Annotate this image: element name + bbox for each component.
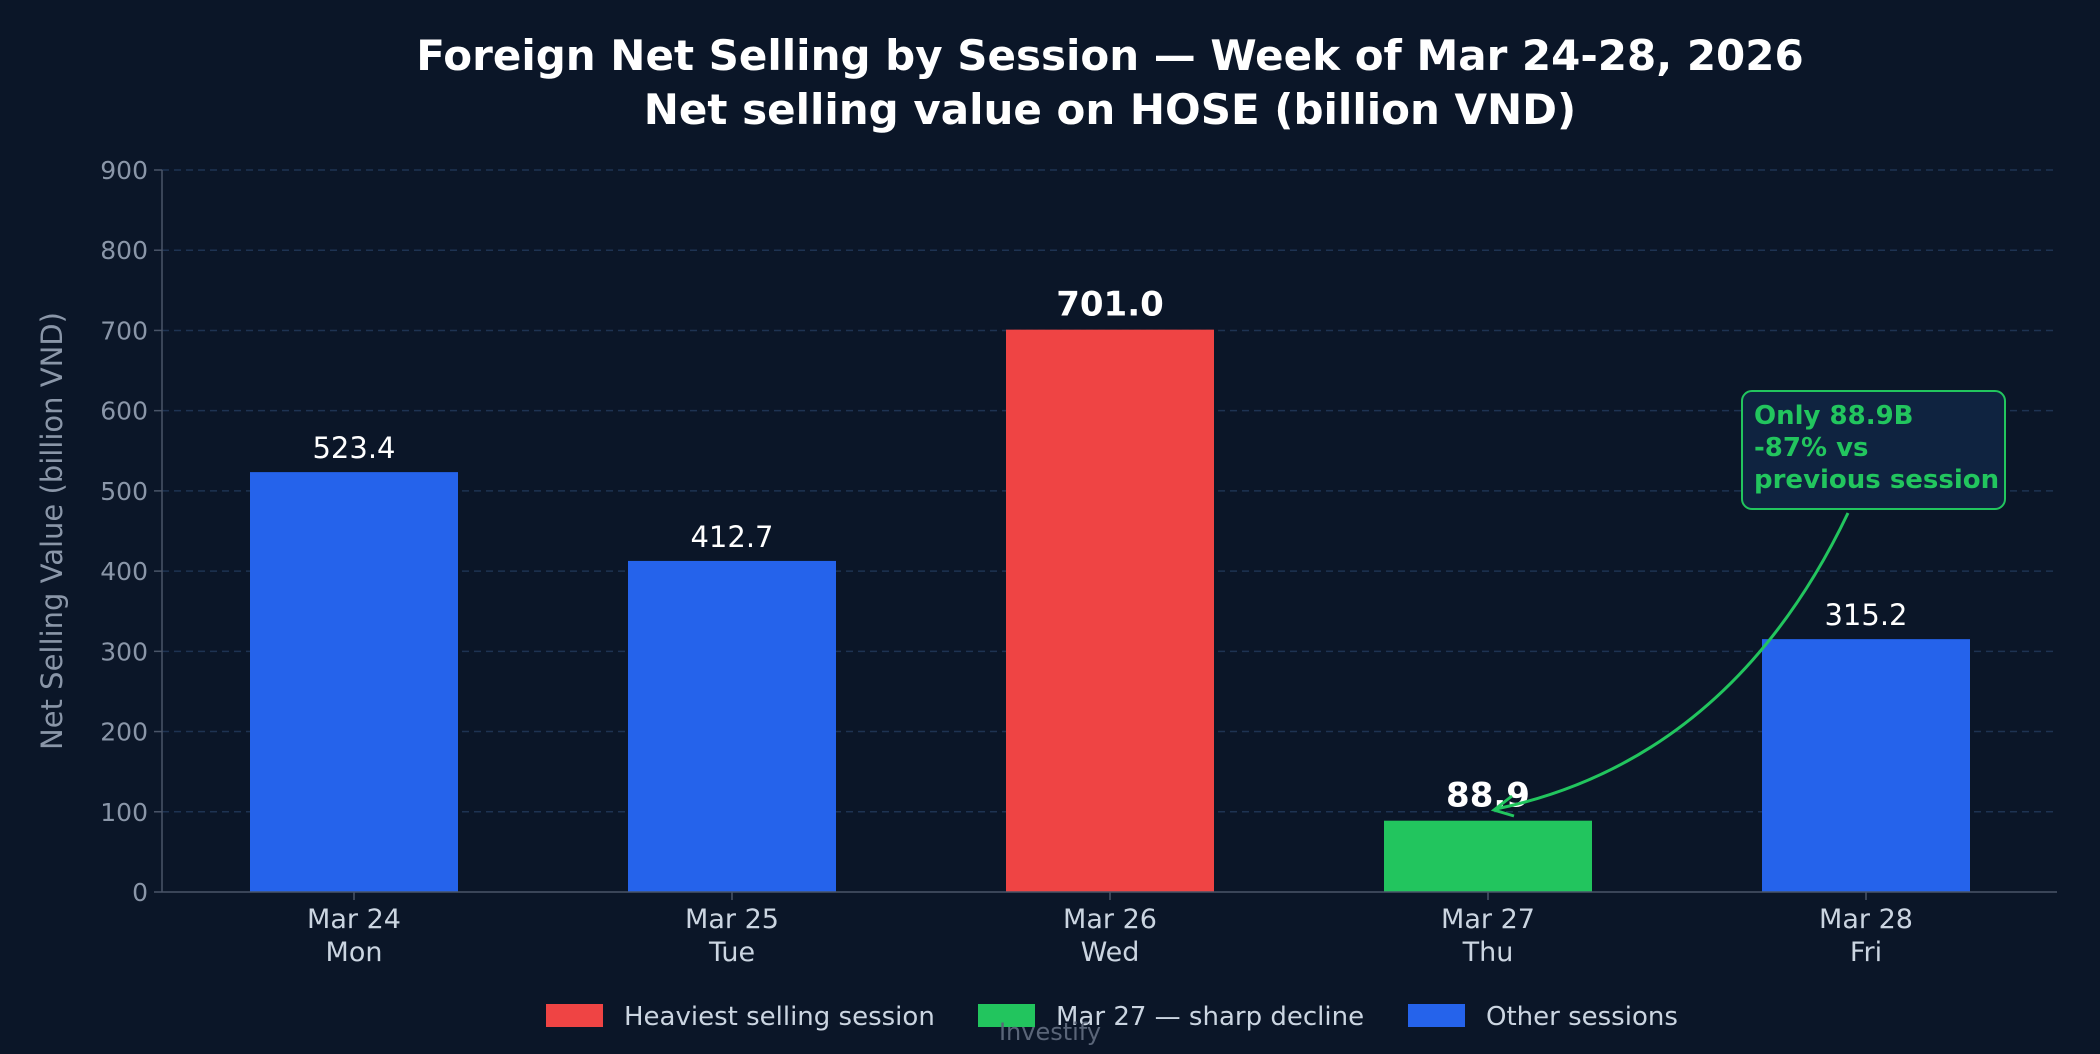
annotation-text: previous session	[1754, 465, 1999, 495]
legend-swatch	[978, 1004, 1035, 1027]
y-tick-label: 500	[100, 477, 148, 506]
x-tick-label-day: Mon	[326, 937, 383, 968]
bar-mar-27	[1384, 820, 1592, 892]
x-tick-label-day: Tue	[708, 937, 755, 968]
x-tick-label-day: Thu	[1462, 937, 1514, 968]
value-label: 88.9	[1446, 776, 1530, 816]
annotation-text: Only 88.9B	[1754, 401, 1914, 431]
x-tick-label-date: Mar 26	[1063, 904, 1157, 935]
x-tick-label-date: Mar 24	[307, 904, 401, 935]
annotation-arrow	[1495, 512, 1850, 811]
bar-mar-24	[250, 472, 458, 892]
x-tick-label-day: Fri	[1850, 937, 1882, 968]
x-tick-label-date: Mar 25	[685, 904, 779, 935]
y-tick-label: 700	[100, 316, 148, 345]
value-label: 315.2	[1824, 598, 1907, 632]
y-tick-label: 300	[100, 637, 148, 666]
annotation-box	[1741, 390, 2006, 510]
arrow-head-icon	[1490, 794, 1515, 818]
chart-subtitle: Net selling value on HOSE (billion VND)	[644, 85, 1576, 134]
chart-title: Foreign Net Selling by Session — Week of…	[416, 31, 1803, 80]
y-tick-label: 0	[132, 878, 148, 907]
value-label: 701.0	[1056, 285, 1164, 325]
legend-swatch	[546, 1004, 603, 1027]
value-label: 523.4	[312, 431, 395, 465]
legend-label: Heaviest selling session	[624, 1002, 935, 1032]
annotation-text: -87% vs	[1754, 433, 1869, 463]
legend-label: Mar 27 — sharp decline	[1056, 1002, 1364, 1032]
y-tick-label: 900	[100, 156, 148, 185]
watermark: Investify	[999, 1018, 1101, 1046]
legend-swatch	[1408, 1004, 1465, 1027]
legend-label: Other sessions	[1486, 1002, 1678, 1032]
value-label: 412.7	[690, 520, 773, 554]
x-tick-label-date: Mar 27	[1441, 904, 1535, 935]
y-tick-label: 600	[100, 397, 148, 426]
x-tick-label-day: Wed	[1081, 937, 1140, 968]
y-axis-label: Net Selling Value (billion VND)	[35, 312, 69, 750]
y-tick-label: 400	[100, 557, 148, 586]
y-tick-label: 800	[100, 236, 148, 265]
bar-mar-25	[628, 560, 836, 892]
bar-mar-26	[1006, 329, 1214, 892]
y-tick-label: 200	[100, 718, 148, 747]
x-tick-label-date: Mar 28	[1819, 904, 1913, 935]
bar-mar-28	[1762, 639, 1970, 892]
y-tick-label: 100	[100, 798, 148, 827]
